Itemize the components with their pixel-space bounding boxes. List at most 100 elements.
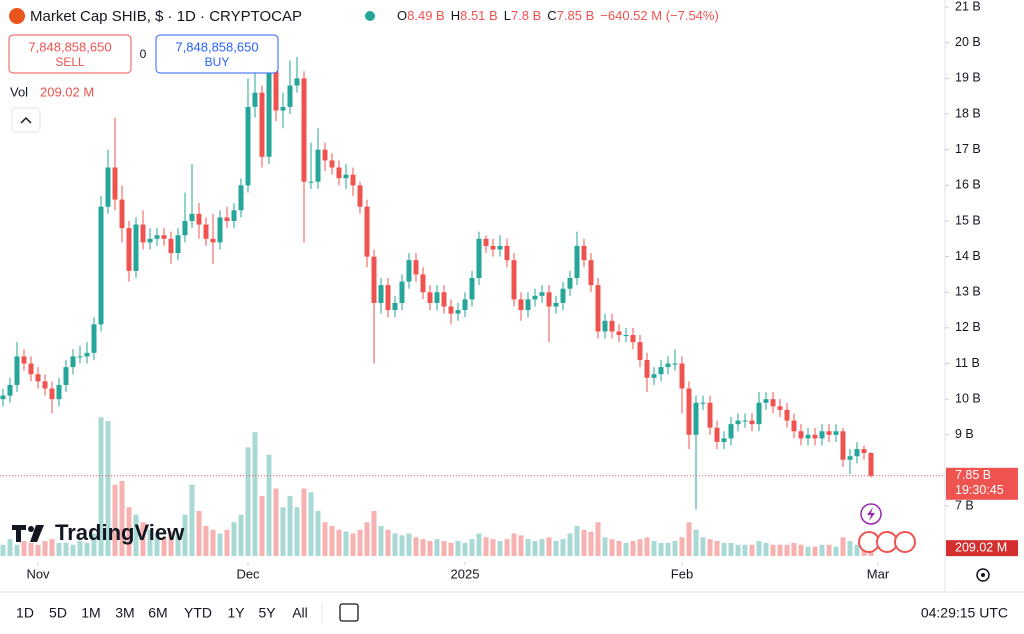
range-button[interactable]: 1D: [16, 605, 34, 621]
volume-bar: [700, 537, 706, 556]
candle-body: [343, 174, 349, 179]
volume-bar: [511, 533, 517, 556]
flag-icon[interactable]: [894, 531, 916, 553]
candle-body: [63, 367, 69, 385]
candle-body: [357, 185, 363, 207]
volume-bar: [756, 541, 762, 556]
volume-bar: [672, 541, 678, 556]
candle-body: [763, 399, 769, 403]
candle-body: [7, 384, 13, 396]
volume-bar: [847, 541, 853, 556]
candle-body: [294, 78, 300, 86]
candle-body: [721, 438, 727, 442]
volume-bar: [378, 526, 384, 556]
candle-body: [70, 356, 76, 368]
volume-bar: [721, 542, 727, 556]
volume-bar: [637, 539, 643, 556]
candle-body: [35, 374, 41, 382]
candle-body: [819, 431, 825, 439]
volume-bar: [343, 531, 349, 556]
candle-body: [77, 356, 83, 358]
y-tick-label: 17 B: [955, 142, 981, 156]
candle-body: [448, 306, 454, 314]
spread: 0: [140, 47, 147, 61]
candle-body: [385, 285, 391, 311]
volume-bar: [105, 421, 111, 556]
ohlc-key: L: [504, 8, 511, 23]
volume-bar: [203, 526, 209, 556]
y-tick-label: 11 B: [955, 356, 980, 370]
volume-bar: [168, 531, 174, 556]
volume-bar: [462, 542, 468, 556]
range-button[interactable]: 6M: [148, 605, 167, 621]
candle-body: [511, 260, 517, 300]
candle-body: [826, 431, 832, 435]
volume-bar: [826, 544, 832, 556]
range-button[interactable]: YTD: [184, 605, 212, 621]
candle-body: [182, 220, 188, 236]
volume-bar: [679, 537, 685, 556]
collapse-button[interactable]: [11, 107, 41, 133]
volume-bar: [224, 529, 230, 556]
range-button[interactable]: 5Y: [258, 605, 276, 621]
volume-bar: [392, 533, 398, 556]
range-button[interactable]: 1M: [81, 605, 100, 621]
volume-bar: [98, 417, 104, 556]
range-button[interactable]: 3M: [115, 605, 134, 621]
candle-body: [392, 302, 398, 311]
volume-bar: [518, 535, 524, 556]
volume-bar: [833, 546, 839, 556]
sell-button[interactable]: [8, 34, 132, 74]
candle-body: [84, 352, 90, 357]
x-tick-label: Feb: [671, 566, 693, 581]
range-button[interactable]: 5D: [49, 605, 67, 621]
ohlc-value: 7.85 B: [557, 8, 595, 23]
clock: 04:29:15 UTC: [921, 605, 1008, 621]
candle-body: [581, 245, 587, 261]
volume-bar: [434, 539, 440, 556]
range-button[interactable]: 1Y: [227, 605, 245, 621]
y-tick-label: 20 B: [955, 35, 981, 49]
volume-bar: [455, 541, 461, 556]
candle-body: [560, 288, 566, 303]
ohlc-key: C: [547, 8, 556, 23]
volume-bar: [693, 529, 699, 556]
candle-body: [623, 335, 629, 337]
candle-body: [322, 149, 328, 161]
candle-body: [203, 224, 209, 239]
candle-body: [189, 213, 195, 221]
buy-price: 7,848,858,650: [175, 39, 258, 54]
volume-bar: [280, 507, 286, 556]
settings-icon-center: [981, 573, 985, 577]
volume-bar: [476, 533, 482, 556]
candle-body: [483, 238, 489, 246]
date-range-icon[interactable]: [339, 603, 359, 622]
volume-bar: [854, 544, 860, 556]
sell-label: SELL: [55, 55, 85, 69]
range-button[interactable]: All: [292, 605, 308, 621]
y-tick-label: 21 B: [955, 0, 981, 13]
volume-bar: [357, 529, 363, 556]
y-tick-label: 16 B: [955, 178, 981, 192]
candle-body: [784, 409, 790, 421]
buy-button[interactable]: [155, 34, 279, 74]
candle-body: [287, 85, 293, 107]
candle-body: [196, 213, 202, 225]
logo-mark: [28, 526, 34, 532]
logo-mark: [30, 525, 44, 542]
volume-legend-value: 209.02 M: [40, 84, 94, 99]
candle-body: [154, 235, 160, 239]
volume-bar: [441, 541, 447, 556]
candle-body: [175, 235, 181, 254]
volume-bar: [217, 533, 223, 556]
settings-icon[interactable]: [976, 568, 990, 582]
x-tick-label: Dec: [236, 566, 260, 581]
volume-bar: [413, 537, 419, 556]
candle-body: [735, 420, 741, 425]
candle-body: [406, 260, 412, 282]
volume-bar: [77, 541, 83, 556]
candle-body: [231, 210, 237, 221]
candle-body: [728, 424, 734, 439]
volume-bar: [70, 544, 76, 556]
